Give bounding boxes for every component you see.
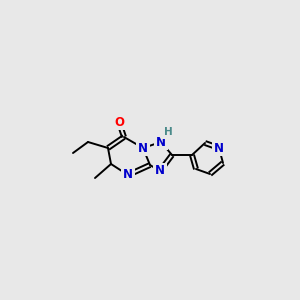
Text: N: N xyxy=(138,142,148,154)
Text: N: N xyxy=(123,169,133,182)
Text: H: H xyxy=(164,127,172,137)
Text: N: N xyxy=(214,142,224,154)
Text: N: N xyxy=(156,136,166,148)
Text: O: O xyxy=(114,116,124,128)
Text: N: N xyxy=(155,164,165,178)
